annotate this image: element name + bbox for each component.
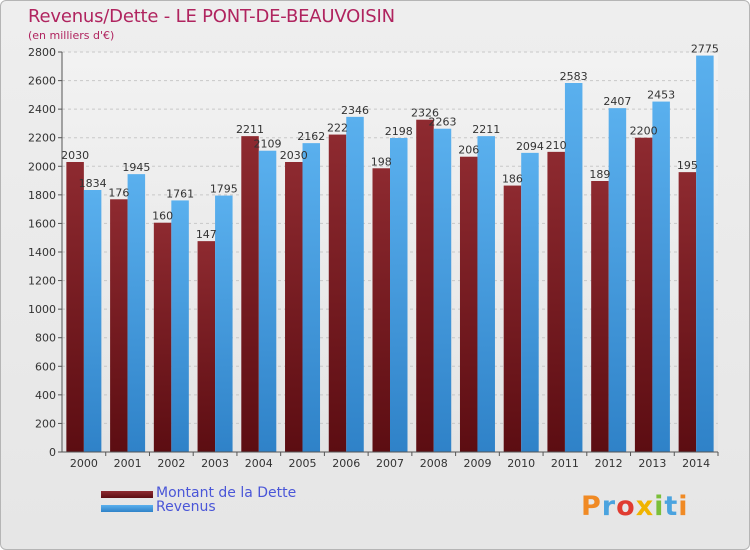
data-label-dette: 2326 <box>411 107 439 120</box>
y-tick-label: 2000 <box>28 160 56 173</box>
data-label-dette: 176 <box>108 186 129 199</box>
x-tick-label: 2003 <box>201 457 229 470</box>
proxiti-logo: Proxiti <box>581 491 689 522</box>
bar-dette <box>416 119 434 452</box>
data-label-dette: 160 <box>152 210 173 223</box>
x-tick-label: 2002 <box>157 457 185 470</box>
bar-revenus <box>127 174 146 452</box>
bar-revenus <box>477 136 495 452</box>
data-label-dette: 189 <box>589 168 610 181</box>
bar-dette <box>110 199 128 452</box>
bar-revenus <box>608 108 627 453</box>
data-label-revenus: 2775 <box>691 43 719 56</box>
x-tick-label: 2010 <box>507 457 535 470</box>
x-tick-label: 2011 <box>551 457 579 470</box>
x-tick-label: 2005 <box>289 457 317 470</box>
bar-dette <box>547 151 565 452</box>
data-label-revenus: 1834 <box>79 177 107 190</box>
data-label-revenus: 1945 <box>122 161 150 174</box>
bar-revenus <box>696 55 714 452</box>
data-label-dette: 222 <box>327 122 348 135</box>
data-label-revenus: 2346 <box>341 104 369 117</box>
data-label-dette: 186 <box>502 173 523 186</box>
data-label-dette: 2030 <box>280 149 308 162</box>
bar-dette <box>197 241 216 452</box>
data-label-dette: 195 <box>677 159 698 172</box>
x-tick-label: 2001 <box>114 457 142 470</box>
data-label-dette: 2200 <box>630 125 658 138</box>
y-tick-label: 2600 <box>28 75 56 88</box>
chart-subtitle: (en milliers d'€) <box>28 29 115 42</box>
data-label-revenus: 2094 <box>516 140 544 153</box>
data-label-dette: 210 <box>546 139 567 152</box>
y-tick-label: 600 <box>35 360 56 373</box>
bar-revenus <box>83 190 102 452</box>
y-tick-label: 1800 <box>28 189 56 202</box>
bar-revenus <box>652 101 670 453</box>
x-tick-label: 2013 <box>638 457 666 470</box>
y-tick-label: 2800 <box>28 46 56 59</box>
bar-dette <box>153 222 172 452</box>
data-label-revenus: 1795 <box>210 183 238 196</box>
x-tick-label: 2006 <box>332 457 360 470</box>
bar-dette <box>328 134 347 453</box>
bar-dette <box>66 162 84 452</box>
legend-label-dette: Montant de la Dette <box>156 485 297 501</box>
bar-revenus <box>258 150 277 452</box>
x-tick-label: 2008 <box>420 457 448 470</box>
data-label-dette: 2211 <box>236 123 264 136</box>
legend-swatch-revenus <box>101 505 153 512</box>
data-label-dette: 147 <box>196 228 217 241</box>
data-label-revenus: 2162 <box>297 130 325 143</box>
x-tick-label: 2012 <box>595 457 623 470</box>
y-tick-label: 1400 <box>28 246 56 259</box>
y-tick-label: 1200 <box>28 275 56 288</box>
bar-revenus <box>302 143 321 452</box>
chart-title: Revenus/Dette - LE PONT-DE-BEAUVOISIN <box>28 6 395 27</box>
bar-revenus <box>564 83 583 452</box>
legend-swatch-dette <box>101 491 153 498</box>
x-tick-label: 2014 <box>682 457 710 470</box>
data-label-revenus: 1761 <box>166 187 194 200</box>
y-tick-label: 0 <box>49 446 56 459</box>
bar-dette <box>503 185 522 453</box>
bar-revenus <box>346 116 364 452</box>
data-label-revenus: 2211 <box>472 123 500 136</box>
y-tick-label: 2200 <box>28 132 56 145</box>
data-label-dette: 2030 <box>61 149 89 162</box>
x-tick-label: 2000 <box>70 457 98 470</box>
y-tick-label: 400 <box>35 389 56 402</box>
data-label-revenus: 2263 <box>428 116 456 129</box>
data-label-revenus: 2109 <box>254 138 282 151</box>
data-label-revenus: 2453 <box>647 89 675 102</box>
data-label-revenus: 2198 <box>385 125 413 138</box>
bar-dette <box>634 137 653 452</box>
x-tick-label: 2004 <box>245 457 273 470</box>
x-tick-label: 2009 <box>463 457 491 470</box>
bar-dette <box>372 168 390 453</box>
bar-revenus <box>215 195 233 453</box>
y-tick-label: 800 <box>35 332 56 345</box>
y-tick-label: 2400 <box>28 103 56 116</box>
data-label-revenus: 2583 <box>560 70 588 83</box>
data-label-dette: 198 <box>371 155 392 168</box>
legend-label-revenus: Revenus <box>156 499 216 515</box>
bar-dette <box>285 162 303 452</box>
bar-revenus <box>433 128 452 452</box>
bar-revenus <box>171 200 189 452</box>
bar-dette <box>459 156 478 452</box>
data-label-dette: 206 <box>458 144 479 157</box>
y-tick-label: 1000 <box>28 303 56 316</box>
y-tick-label: 200 <box>35 417 56 430</box>
x-tick-label: 2007 <box>376 457 404 470</box>
y-tick-label: 1600 <box>28 217 56 230</box>
bar-dette <box>678 172 697 452</box>
bar-dette <box>241 136 259 452</box>
data-label-revenus: 2407 <box>603 95 631 108</box>
bar-revenus <box>521 152 539 452</box>
bar-dette <box>591 181 609 452</box>
bar-revenus <box>390 138 408 452</box>
